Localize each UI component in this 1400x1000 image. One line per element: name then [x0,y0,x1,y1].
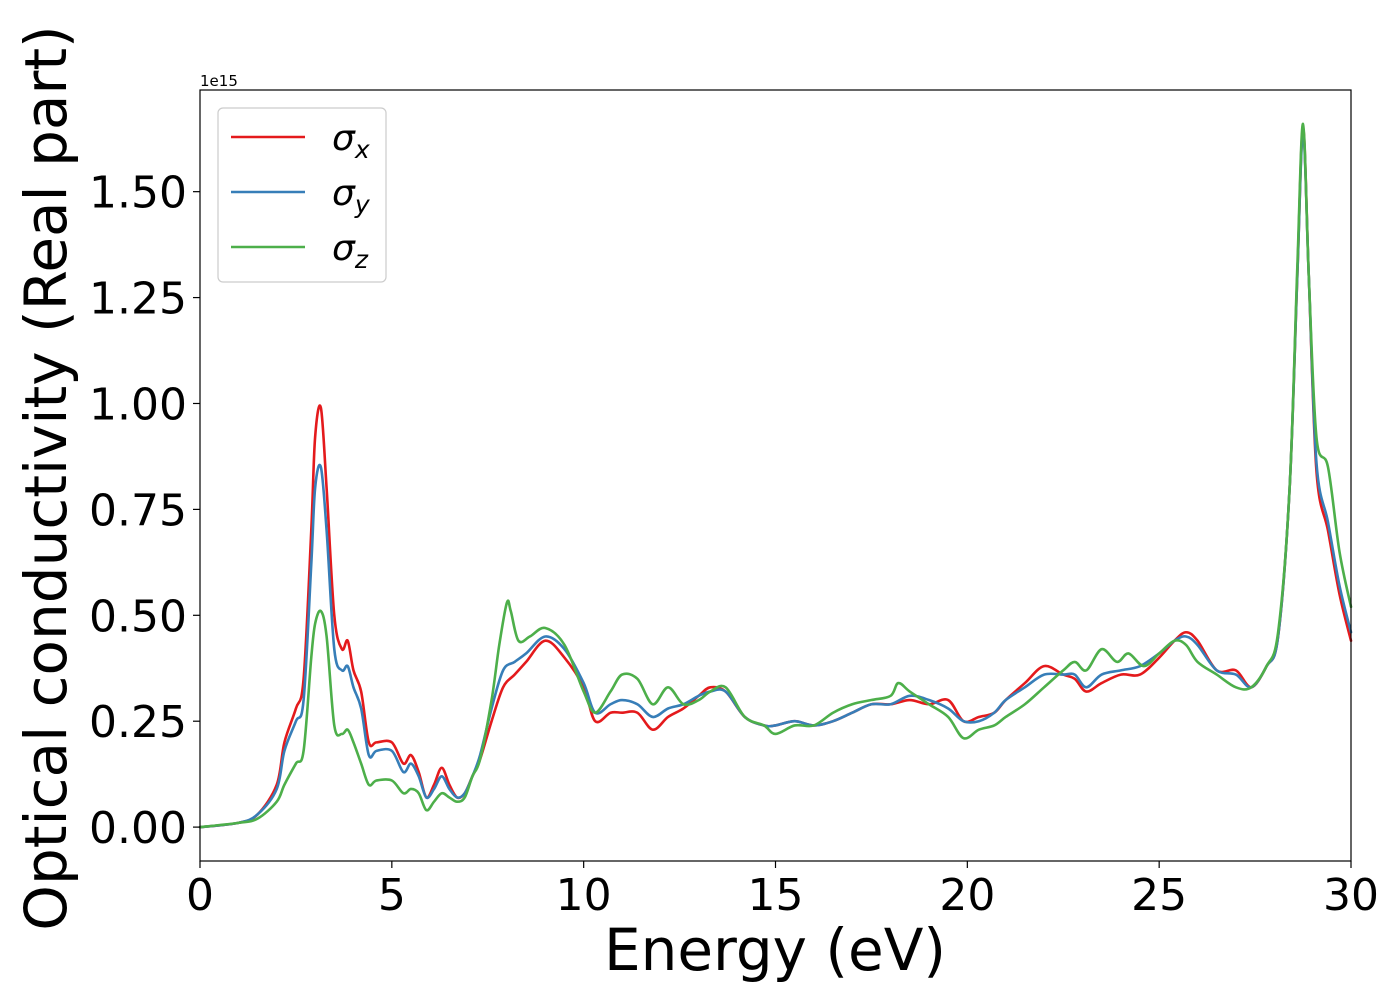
y-tick-label: 0.75 [89,485,187,536]
y-axis-label: Optical conductivity (Real part) [12,25,80,930]
y-tick-label: 0.00 [89,803,187,854]
x-tick-label: 5 [378,870,406,921]
legend: σx σy σz [217,107,387,283]
x-tick-label: 10 [556,870,612,921]
legend-label-sigma-x: σx [332,118,370,164]
y-tick-label: 1.25 [89,274,187,325]
x-tick-label: 30 [1323,870,1379,921]
series-line-sigma-y [198,131,1353,829]
legend-label-sigma-z: σz [332,228,369,274]
series-line-sigma-z [198,122,1353,829]
x-tick-label: 20 [939,870,995,921]
y-tick-label: 1.00 [89,379,187,430]
x-tick-label: 25 [1131,870,1187,921]
plot-lines [198,122,1353,829]
x-tick-label: 15 [748,870,804,921]
y-tick-label: 0.50 [89,591,187,642]
y-axis-ticks: 0.00 0.25 0.50 0.75 1.00 1.25 1.50 [89,168,200,854]
x-tick-label: 0 [186,870,214,921]
x-axis-label: Energy (eV) [604,916,946,984]
y-tick-label: 1.50 [89,168,187,219]
scale-note: 1e15 [200,72,238,90]
y-tick-label: 0.25 [89,697,187,748]
legend-box [217,107,387,283]
legend-label-sigma-y: σy [332,173,371,219]
legend-entries: σx σy σz [231,118,371,274]
x-axis-ticks: 0 5 10 15 20 25 30 [186,861,1379,921]
